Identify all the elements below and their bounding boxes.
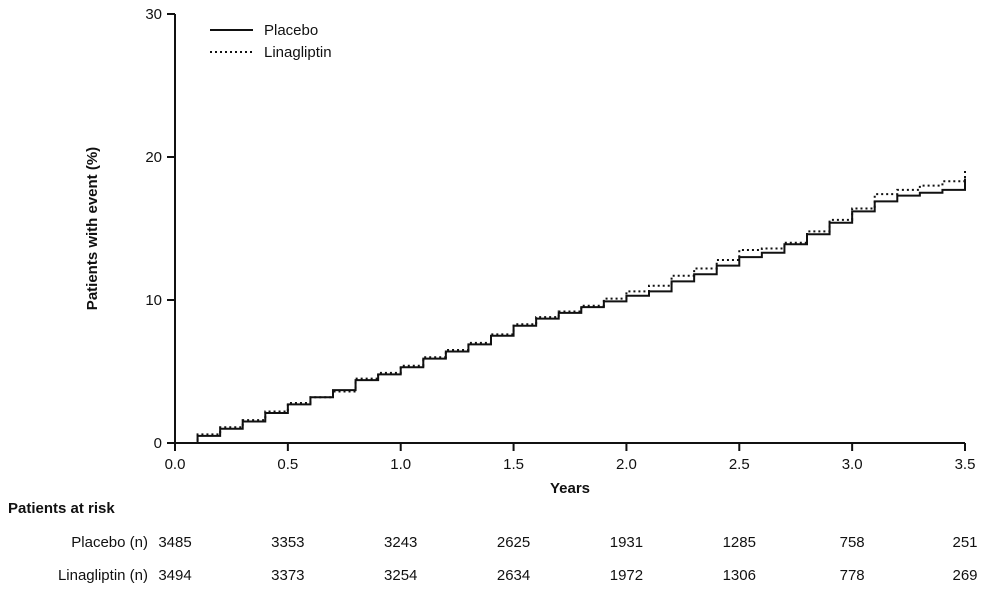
risk-count: 3243: [384, 534, 418, 551]
risk-count: 3485: [158, 534, 192, 551]
x-tick-label: 2.5: [729, 456, 750, 473]
x-tick-label: 1.5: [503, 456, 524, 473]
x-tick-label: 2.0: [616, 456, 637, 473]
risk-row-linagliptin-n: Linagliptin (n) 3494 3373 3254 2634 1972 1306 7…: [0, 567, 990, 587]
risk-count: 3494: [158, 567, 192, 584]
patients-at-risk-table: Patients at risk Placebo (n) 3485 3353 3243…: [0, 498, 990, 598]
y-tick-label: 30: [145, 6, 162, 23]
risk-count: 1931: [609, 534, 644, 551]
y-axis-label: Patients with event (%): [84, 147, 101, 310]
km-chart-svg: 0 10 20 30 0.0 0.5 1.0 1.5 2.0 2.5 3.0 3.5 Years Pati…: [84, 6, 976, 497]
risk-table-title: Patients at risk: [8, 500, 115, 517]
y-tick-label: 0: [154, 435, 162, 452]
km-chart: 0 10 20 30 0.0 0.5 1.0 1.5 2.0 2.5 3.0 3.5 Years Pati…: [84, 6, 976, 497]
x-tick-label: 1.0: [390, 456, 411, 473]
risk-count: 778: [839, 567, 865, 584]
risk-count: 1972: [609, 567, 644, 584]
risk-count: 3373: [271, 567, 305, 584]
y-tick-label: 10: [145, 292, 162, 309]
x-tick-label: 3.0: [842, 456, 863, 473]
risk-count: 269: [952, 567, 978, 584]
plot-line-placebo: [175, 178, 966, 444]
risk-count: 2634: [496, 567, 531, 584]
risk-count: 1306: [722, 567, 756, 584]
risk-row-label: Linagliptin (n): [57, 567, 148, 584]
risk-count: 3254: [384, 567, 418, 584]
y-tick-label: 20: [145, 149, 162, 166]
risk-count: 758: [839, 534, 865, 551]
risk-count: 3353: [271, 534, 305, 551]
risk-count: 1285: [722, 534, 756, 551]
plot-line-linagliptin: [175, 168, 966, 444]
risk-row-label: Placebo (n): [71, 534, 148, 551]
legend-label-placebo: Placebo: [264, 22, 318, 39]
x-tick-label: 0.5: [277, 456, 298, 473]
risk-count: 251: [952, 534, 978, 551]
x-tick-label: 3.5: [955, 456, 976, 473]
risk-count: 2625: [496, 534, 531, 551]
legend-label-linagliptin: Linagliptin: [264, 44, 332, 61]
x-tick-label: 0.0: [165, 456, 186, 473]
x-axis-label: Years: [550, 480, 590, 497]
risk-row-placebo-n: Placebo (n) 3485 3353 3243 2625 1931 1285 758 25…: [0, 534, 990, 554]
